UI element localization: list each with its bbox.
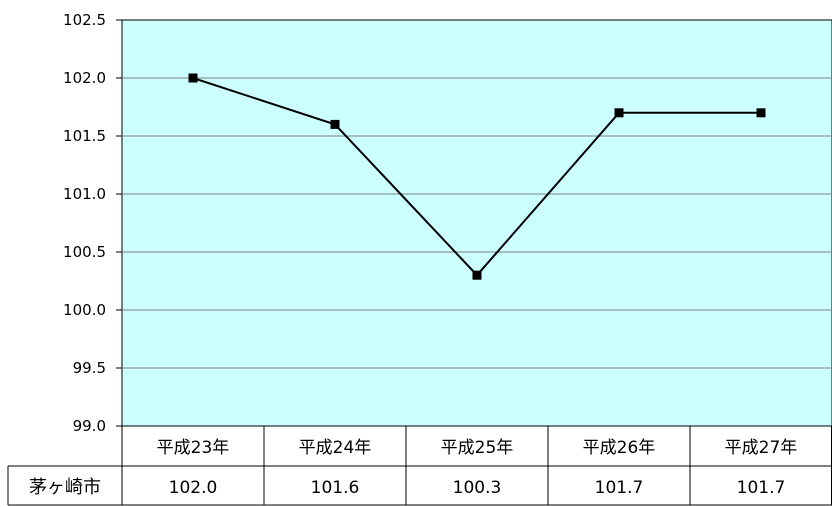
- data-table-value: 101.7: [737, 478, 786, 498]
- series-layer: [188, 73, 766, 280]
- data-point-marker: [330, 119, 340, 129]
- gridlines: [122, 77, 832, 369]
- data-point-marker: [614, 108, 624, 118]
- data-point-marker: [756, 108, 766, 118]
- y-axis: 99.0 99.5 100.0 100.5 101.0 101.5 102.0 102.5: [63, 11, 122, 435]
- data-table-value: 100.3: [453, 478, 502, 498]
- y-tick-label: 101.5: [63, 127, 106, 145]
- y-tick-label: 102.5: [63, 11, 106, 29]
- series-name-label: 茅ヶ崎市: [29, 477, 101, 498]
- x-category-label: 平成25年: [441, 438, 514, 458]
- data-point-marker: [188, 73, 198, 83]
- y-tick-label: 99.5: [73, 359, 106, 377]
- x-category-label: 平成26年: [583, 438, 656, 458]
- x-category-label: 平成27年: [725, 438, 798, 458]
- data-table: 平成23年 平成24年 平成25年 平成26年 平成27年 102.0 101.6 100.3…: [7, 426, 832, 506]
- data-table-value: 101.7: [595, 478, 644, 498]
- plot-area: [121, 19, 832, 427]
- y-tick-label: 102.0: [63, 69, 106, 87]
- x-category-label: 平成24年: [299, 438, 372, 458]
- y-tick-label: 101.0: [63, 185, 106, 203]
- data-point-marker: [472, 270, 482, 280]
- data-table-value: 102.0: [169, 478, 218, 498]
- y-tick-label: 100.0: [63, 301, 106, 319]
- y-tick-label: 100.5: [63, 243, 106, 261]
- data-table-value: 101.6: [311, 478, 360, 498]
- y-tick-label: 99.0: [73, 417, 106, 435]
- x-category-label: 平成23年: [157, 438, 230, 458]
